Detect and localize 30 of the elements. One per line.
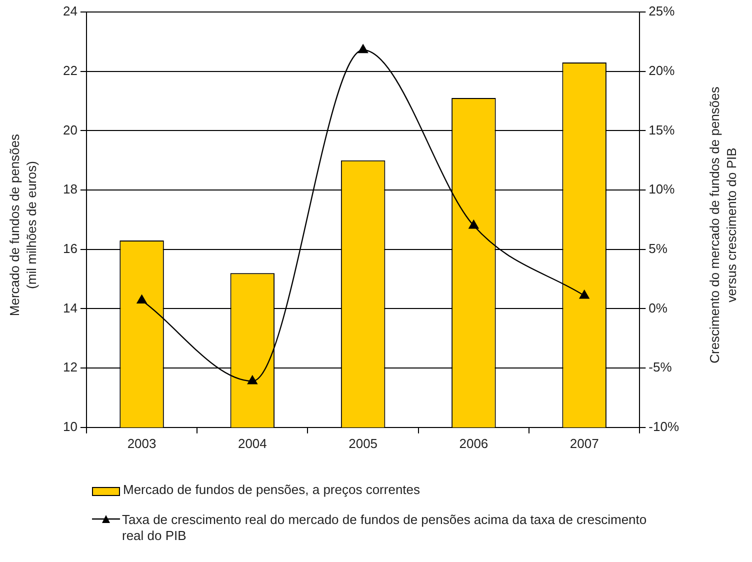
- y-tick-label: 16: [62, 240, 78, 256]
- y2-tick-label: 5%: [648, 240, 668, 256]
- point: [136, 294, 147, 304]
- y-tick-label: 22: [62, 62, 78, 78]
- y2-tick-label: 0%: [648, 300, 668, 316]
- x-tick-label: 2005: [348, 436, 378, 451]
- point: [247, 376, 258, 384]
- y-tick-label: 20: [62, 122, 78, 138]
- x-tick-label: 2003: [127, 436, 156, 451]
- x-tick-label: 2006: [459, 436, 488, 451]
- y2-tick-label: -5%: [648, 360, 672, 375]
- legend-label: Taxa de crescimento real do mercado de fundos de pensões acima da taxa de crescimento real do PIB: [122, 512, 648, 544]
- y2-axis-title: Crescimento do mercado de fundos de pensões versus crescimento do PIB: [706, 86, 740, 366]
- y-tick-label: 12: [62, 360, 78, 375]
- y-tick-label: 14: [62, 300, 78, 316]
- y-tick-label: 24: [62, 4, 78, 19]
- x-tick-label: 2004: [238, 436, 267, 451]
- point: [358, 44, 368, 54]
- y-tick-label: 18: [62, 182, 78, 197]
- y2-tick-label: 10%: [648, 182, 676, 197]
- y2-tick-label: 20%: [648, 62, 676, 78]
- y-axis-title: Mercado de fundos de pensões (mil milhões de euros): [6, 132, 40, 318]
- legend-label: Mercado de fundos de pensões, a preços correntes: [123, 482, 420, 498]
- y2-tick-label: -10%: [648, 418, 680, 434]
- y2-tick-label: 15%: [648, 122, 676, 138]
- x-tick-label: 2007: [570, 436, 599, 451]
- point: [579, 290, 590, 299]
- y-tick-label: 10: [62, 418, 78, 434]
- point: [468, 220, 479, 229]
- y2-tick-label: 25%: [648, 4, 676, 19]
